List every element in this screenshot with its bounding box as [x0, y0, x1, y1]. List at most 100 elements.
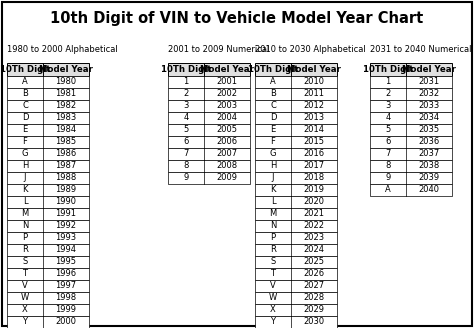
Text: 2001: 2001	[217, 77, 237, 87]
Text: E: E	[270, 126, 275, 134]
Text: S: S	[270, 257, 275, 266]
Text: 1990: 1990	[55, 197, 76, 207]
Text: R: R	[22, 245, 28, 255]
Bar	[7, 172, 89, 184]
Bar	[255, 268, 337, 280]
Bar	[7, 148, 89, 160]
Text: V: V	[22, 281, 28, 291]
Text: 2037: 2037	[419, 150, 439, 158]
Text: 2010 to 2030 Alphabetical: 2010 to 2030 Alphabetical	[255, 46, 366, 54]
Text: 1993: 1993	[55, 234, 77, 242]
Text: D: D	[270, 113, 276, 122]
Text: 2029: 2029	[303, 305, 325, 315]
Text: 2012: 2012	[303, 101, 325, 111]
Text: 8: 8	[385, 161, 391, 171]
Text: 6: 6	[183, 137, 189, 147]
Text: 1997: 1997	[55, 281, 77, 291]
Text: 1992: 1992	[55, 221, 76, 231]
Text: 2010: 2010	[303, 77, 325, 87]
Bar	[7, 184, 89, 196]
Text: W: W	[269, 294, 277, 302]
Text: G: G	[270, 150, 276, 158]
Bar	[168, 148, 250, 160]
Bar	[255, 100, 337, 112]
Text: 2024: 2024	[303, 245, 325, 255]
Text: 2: 2	[183, 90, 189, 98]
Bar	[7, 160, 89, 172]
Text: X: X	[270, 305, 276, 315]
Text: C: C	[22, 101, 28, 111]
Text: Model Year: Model Year	[200, 65, 254, 74]
Text: 2028: 2028	[303, 294, 325, 302]
Text: Model Year: Model Year	[39, 65, 93, 74]
Text: M: M	[21, 210, 28, 218]
Text: 2007: 2007	[217, 150, 237, 158]
Bar	[370, 100, 452, 112]
Bar	[7, 292, 89, 304]
Bar	[255, 256, 337, 268]
Text: 2011: 2011	[303, 90, 325, 98]
Text: 2017: 2017	[303, 161, 325, 171]
Text: 2: 2	[385, 90, 391, 98]
Text: A: A	[385, 186, 391, 195]
Text: 2026: 2026	[303, 270, 325, 278]
Text: K: K	[22, 186, 28, 195]
Text: 2008: 2008	[217, 161, 237, 171]
Text: 10th Digit of VIN to Vehicle Model Year Chart: 10th Digit of VIN to Vehicle Model Year …	[50, 10, 424, 26]
Text: F: F	[271, 137, 275, 147]
Bar	[255, 316, 337, 328]
Bar	[7, 100, 89, 112]
Text: 2032: 2032	[419, 90, 439, 98]
Text: 2019: 2019	[303, 186, 325, 195]
Text: 2013: 2013	[303, 113, 325, 122]
Bar	[7, 280, 89, 292]
Text: D: D	[22, 113, 28, 122]
Bar	[255, 148, 337, 160]
Bar	[7, 63, 89, 76]
Bar	[7, 88, 89, 100]
Bar	[255, 88, 337, 100]
Text: 2000: 2000	[55, 318, 76, 326]
Bar	[168, 124, 250, 136]
Text: X: X	[22, 305, 28, 315]
Text: 2006: 2006	[217, 137, 237, 147]
Text: 1983: 1983	[55, 113, 77, 122]
Bar	[255, 220, 337, 232]
Text: 7: 7	[385, 150, 391, 158]
Text: C: C	[270, 101, 276, 111]
Text: 2038: 2038	[419, 161, 439, 171]
Text: 8: 8	[183, 161, 189, 171]
Text: 2016: 2016	[303, 150, 325, 158]
Bar	[255, 208, 337, 220]
Text: 2030: 2030	[303, 318, 325, 326]
Text: 10Th Digit: 10Th Digit	[161, 65, 211, 74]
Text: 2031: 2031	[419, 77, 439, 87]
Text: A: A	[270, 77, 276, 87]
Text: 2001 to 2009 Numerical: 2001 to 2009 Numerical	[168, 46, 269, 54]
Bar	[255, 160, 337, 172]
Text: P: P	[271, 234, 275, 242]
Text: N: N	[270, 221, 276, 231]
Text: 2023: 2023	[303, 234, 325, 242]
Text: E: E	[22, 126, 27, 134]
Bar	[255, 76, 337, 88]
Text: V: V	[270, 281, 276, 291]
Text: 1985: 1985	[55, 137, 77, 147]
Bar	[370, 63, 452, 76]
Text: 2035: 2035	[419, 126, 439, 134]
Text: 2022: 2022	[303, 221, 325, 231]
Text: 1982: 1982	[55, 101, 77, 111]
Text: 1994: 1994	[55, 245, 76, 255]
Text: 2018: 2018	[303, 174, 325, 182]
Text: 1980 to 2000 Alphabetical: 1980 to 2000 Alphabetical	[7, 46, 118, 54]
Text: 2039: 2039	[419, 174, 439, 182]
Text: 1995: 1995	[55, 257, 76, 266]
Text: 1999: 1999	[55, 305, 76, 315]
Text: L: L	[23, 197, 27, 207]
Text: T: T	[22, 270, 27, 278]
Bar	[7, 232, 89, 244]
Text: 10Th Digit: 10Th Digit	[363, 65, 413, 74]
Text: 10Th Digit: 10Th Digit	[0, 65, 50, 74]
Text: 2005: 2005	[217, 126, 237, 134]
Text: 1987: 1987	[55, 161, 77, 171]
